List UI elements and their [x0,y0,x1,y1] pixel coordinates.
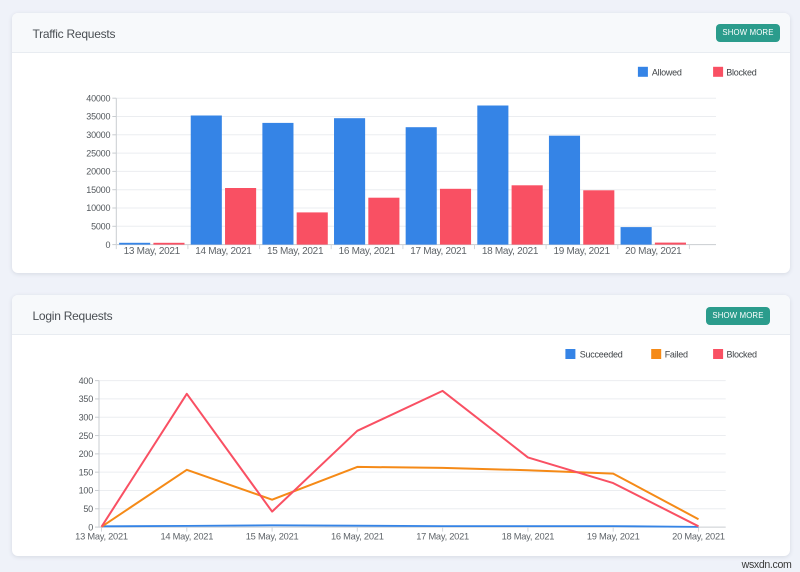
svg-text:16 May, 2021: 16 May, 2021 [339,246,396,257]
svg-text:20 May, 2021: 20 May, 2021 [672,532,725,542]
svg-text:5000: 5000 [91,222,110,232]
svg-text:25000: 25000 [86,148,110,158]
svg-text:13 May, 2021: 13 May, 2021 [124,246,181,257]
svg-text:13 May, 2021: 13 May, 2021 [75,532,128,542]
svg-text:20 May, 2021: 20 May, 2021 [625,246,682,257]
svg-text:100: 100 [79,486,94,496]
svg-text:18 May, 2021: 18 May, 2021 [502,532,555,542]
svg-text:200: 200 [79,449,94,459]
svg-text:14 May, 2021: 14 May, 2021 [195,246,252,257]
svg-text:10000: 10000 [86,203,110,213]
svg-text:Allowed: Allowed [652,67,682,77]
svg-text:20000: 20000 [86,167,110,177]
svg-text:350: 350 [79,394,94,404]
svg-text:18 May, 2021: 18 May, 2021 [482,246,539,257]
svg-text:Blocked: Blocked [726,67,757,77]
svg-text:30000: 30000 [86,130,110,140]
svg-text:Succeeded: Succeeded [580,350,623,360]
svg-text:17 May, 2021: 17 May, 2021 [410,246,467,257]
svg-text:15 May, 2021: 15 May, 2021 [267,246,324,257]
svg-text:15 May, 2021: 15 May, 2021 [246,532,299,542]
svg-text:19 May, 2021: 19 May, 2021 [553,246,610,257]
svg-text:300: 300 [79,412,94,422]
svg-text:400: 400 [79,376,94,386]
svg-text:15000: 15000 [86,185,110,195]
svg-text:35000: 35000 [86,112,110,122]
svg-text:Blocked: Blocked [727,350,758,360]
svg-text:250: 250 [79,431,94,441]
svg-text:14 May, 2021: 14 May, 2021 [160,532,213,542]
svg-text:17 May, 2021: 17 May, 2021 [416,532,469,542]
svg-text:50: 50 [83,504,93,514]
svg-text:40000: 40000 [86,93,110,103]
svg-text:0: 0 [105,240,110,250]
svg-text:19 May, 2021: 19 May, 2021 [587,532,640,542]
svg-text:Failed: Failed [665,350,688,360]
svg-text:0: 0 [88,522,93,532]
svg-text:16 May, 2021: 16 May, 2021 [331,532,384,542]
svg-text:150: 150 [79,467,94,477]
